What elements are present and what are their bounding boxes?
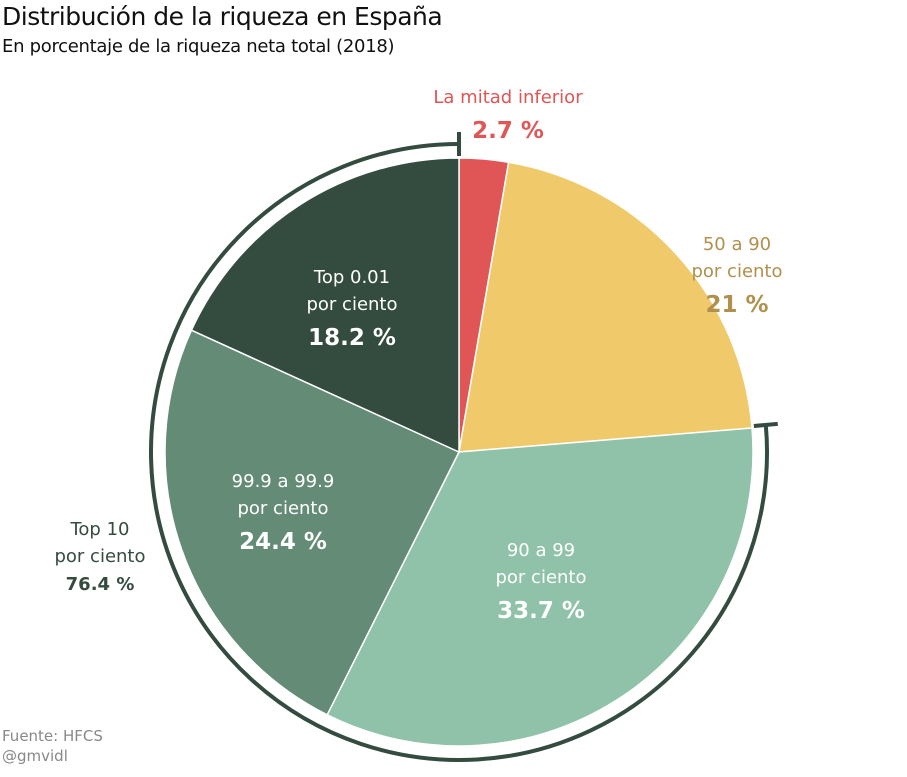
pie-slice-3 xyxy=(164,329,461,716)
source-text: Fuente: HFCS xyxy=(2,727,103,745)
slice-value-label: 21 % xyxy=(705,292,768,318)
chart-subtitle: En porcentaje de la riqueza neta total (… xyxy=(2,36,395,57)
slice-label: por ciento xyxy=(237,498,328,519)
slice-label: Top 0.01 xyxy=(313,267,390,288)
slice-label: por ciento xyxy=(306,294,397,315)
bracket-value-label: 76.4 % xyxy=(66,574,135,595)
pie-slice-2 xyxy=(326,427,754,747)
slice-label: La mitad inferior xyxy=(433,87,583,108)
slice-value-label: 2.7 % xyxy=(472,118,544,144)
bracket-label: por ciento xyxy=(54,546,145,567)
bracket-label: Top 10 xyxy=(69,519,129,540)
source-note: Fuente: HFCS @gmvidl xyxy=(2,726,103,766)
slice-label: 50 a 90 xyxy=(703,234,771,255)
author-handle: @gmvidl xyxy=(2,747,68,765)
slice-value-label: 24.4 % xyxy=(239,529,327,555)
top10-bracket-arc xyxy=(149,142,769,762)
pie-slice-4 xyxy=(190,157,460,454)
bracket-tick-0 xyxy=(753,421,778,428)
slice-label: por ciento xyxy=(691,261,782,282)
pie-slice-1 xyxy=(458,161,753,453)
slice-value-label: 18.2 % xyxy=(308,325,396,351)
slice-value-label: 33.7 % xyxy=(497,598,585,624)
slice-label: por ciento xyxy=(495,567,586,588)
chart-title: Distribución de la riqueza en España xyxy=(2,2,443,31)
slice-label: 99.9 a 99.9 xyxy=(232,471,335,492)
slice-label: 90 a 99 xyxy=(507,540,575,561)
